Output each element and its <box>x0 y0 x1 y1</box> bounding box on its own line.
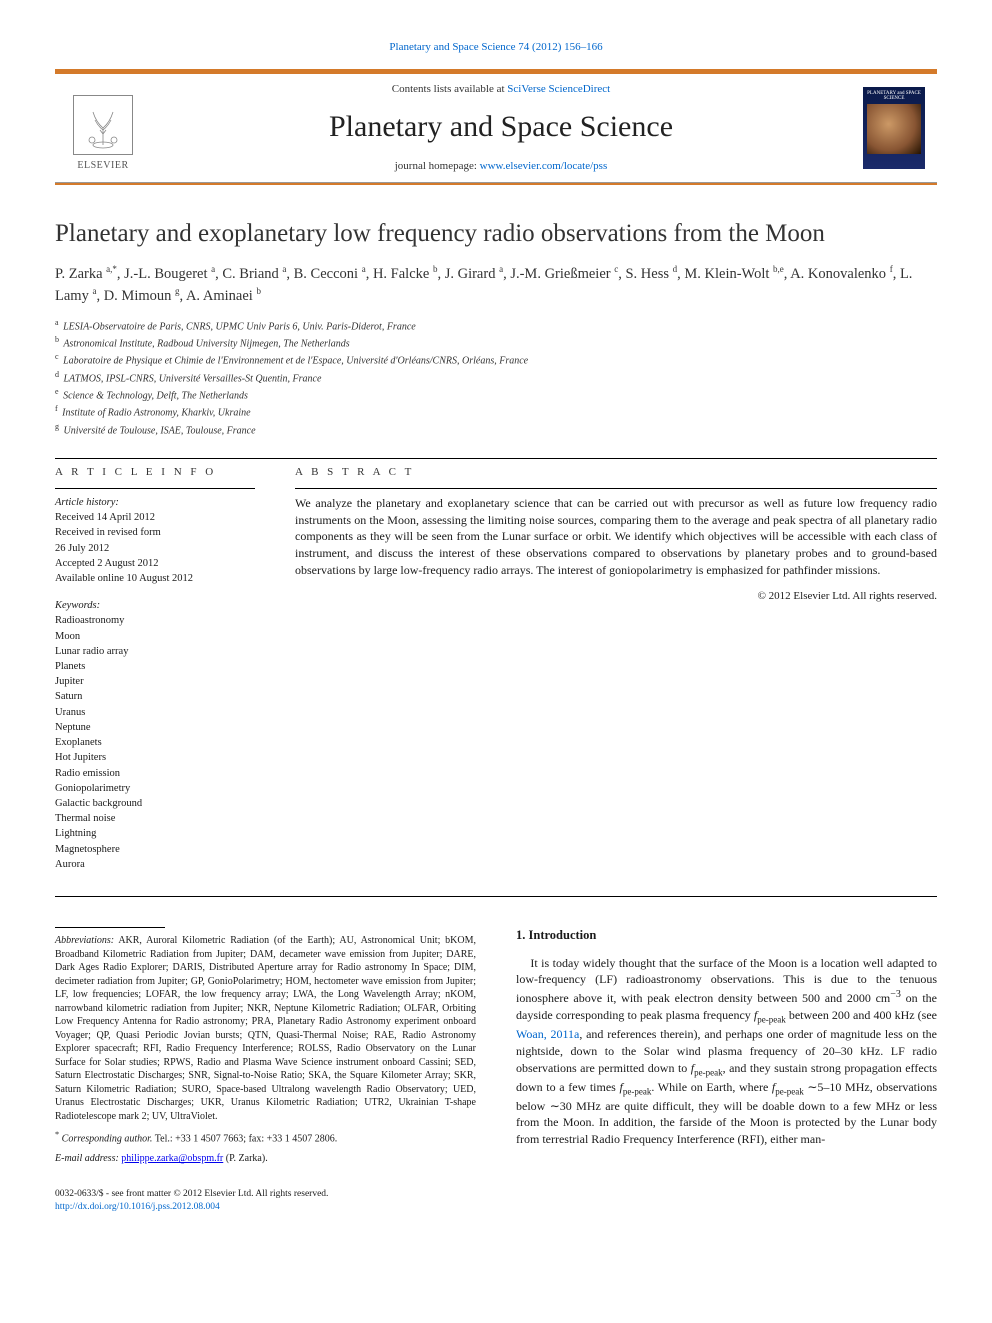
keyword: Magnetosphere <box>55 842 255 857</box>
journal-banner: ELSEVIER Contents lists available at Sci… <box>55 69 937 185</box>
keyword: Lightning <box>55 826 255 841</box>
keywords-label: Keywords: <box>55 598 255 613</box>
footnote-separator <box>55 927 165 928</box>
keyword: Exoplanets <box>55 735 255 750</box>
divider <box>55 458 937 459</box>
elsevier-tree-icon <box>73 95 133 155</box>
keyword: Goniopolarimetry <box>55 781 255 796</box>
affiliations: a LESIA-Observatoire de Paris, CNRS, UPM… <box>55 317 937 438</box>
corr-label: Corresponding author. <box>62 1133 153 1144</box>
corr-contact: Tel.: +33 1 4507 7663; fax: +33 1 4507 2… <box>155 1133 338 1144</box>
journal-name: Planetary and Space Science <box>155 107 847 148</box>
divider <box>295 488 937 489</box>
abstract-text: We analyze the planetary and exoplanetar… <box>295 495 937 579</box>
journal-homepage-line: journal homepage: www.elsevier.com/locat… <box>155 159 847 174</box>
contents-prefix: Contents lists available at <box>392 83 507 95</box>
keyword: Radioastronomy <box>55 613 255 628</box>
divider <box>55 488 255 489</box>
copyright-line: © 2012 Elsevier Ltd. All rights reserved… <box>295 589 937 604</box>
cover-title: PLANETARY and SPACE SCIENCE <box>867 91 921 102</box>
doi-link[interactable]: http://dx.doi.org/10.1016/j.pss.2012.08.… <box>55 1202 220 1212</box>
keyword: Thermal noise <box>55 811 255 826</box>
cover-planet-icon <box>867 104 921 154</box>
history-label: Article history: <box>55 495 255 510</box>
history-revised: Received in revised form <box>55 525 255 540</box>
author-list: P. Zarka a,*, J.-L. Bougeret a, C. Brian… <box>55 263 937 307</box>
keyword: Jupiter <box>55 674 255 689</box>
intro-paragraph: It is today widely thought that the surf… <box>516 955 937 1148</box>
affiliation-row: b Astronomical Institute, Radboud Univer… <box>55 334 937 351</box>
affiliation-row: a LESIA-Observatoire de Paris, CNRS, UPM… <box>55 317 937 334</box>
issn-line: 0032-0633/$ - see front matter © 2012 El… <box>55 1188 476 1200</box>
keywords-list: RadioastronomyMoonLunar radio arrayPlane… <box>55 613 255 872</box>
elsevier-logo: ELSEVIER <box>67 83 139 173</box>
section-1-heading: 1. Introduction <box>516 927 937 945</box>
history-revised-date: 26 July 2012 <box>55 541 255 556</box>
corr-email-link[interactable]: philippe.zarka@obspm.fr <box>121 1153 223 1164</box>
affiliation-row: e Science & Technology, Delft, The Nethe… <box>55 386 937 403</box>
divider <box>55 896 937 897</box>
keyword: Radio emission <box>55 766 255 781</box>
affiliation-row: c Laboratoire de Physique et Chimie de l… <box>55 351 937 368</box>
article-history: Article history: Received 14 April 2012 … <box>55 495 255 872</box>
affiliation-row: d LATMOS, IPSL-CNRS, Université Versaill… <box>55 369 937 386</box>
abbrev-text: AKR, Auroral Kilometric Radiation (of th… <box>55 935 476 1122</box>
email-label: E-mail address: <box>55 1153 119 1164</box>
running-head[interactable]: Planetary and Space Science 74 (2012) 15… <box>55 40 937 55</box>
keyword: Uranus <box>55 705 255 720</box>
history-online: Available online 10 August 2012 <box>55 571 255 586</box>
keyword: Saturn <box>55 689 255 704</box>
history-received: Received 14 April 2012 <box>55 510 255 525</box>
abbreviations-footnote: Abbreviations: AKR, Auroral Kilometric R… <box>55 934 476 1123</box>
journal-homepage-link[interactable]: www.elsevier.com/locate/pss <box>480 160 608 172</box>
keyword: Planets <box>55 659 255 674</box>
journal-cover-thumbnail: PLANETARY and SPACE SCIENCE <box>863 87 925 169</box>
keyword: Hot Jupiters <box>55 750 255 765</box>
email-paren: (P. Zarka). <box>226 1153 268 1164</box>
page-footer: 0032-0633/$ - see front matter © 2012 El… <box>55 1188 476 1213</box>
keyword: Moon <box>55 629 255 644</box>
contents-available-line: Contents lists available at SciVerse Sci… <box>155 82 847 97</box>
article-info-label: A R T I C L E I N F O <box>55 465 255 480</box>
corresponding-email: E-mail address: philippe.zarka@obspm.fr … <box>55 1152 476 1166</box>
affiliation-row: g Université de Toulouse, ISAE, Toulouse… <box>55 421 937 438</box>
keyword: Aurora <box>55 857 255 872</box>
sciencedirect-link[interactable]: SciVerse ScienceDirect <box>507 83 610 95</box>
abbrev-label: Abbreviations: <box>55 935 114 946</box>
keyword: Neptune <box>55 720 255 735</box>
publisher-name: ELSEVIER <box>77 159 128 173</box>
keyword: Galactic background <box>55 796 255 811</box>
affiliation-row: f Institute of Radio Astronomy, Kharkiv,… <box>55 403 937 420</box>
keyword: Lunar radio array <box>55 644 255 659</box>
article-title: Planetary and exoplanetary low frequency… <box>55 219 937 249</box>
corresponding-author: * Corresponding author. Tel.: +33 1 4507… <box>55 1129 476 1146</box>
history-accepted: Accepted 2 August 2012 <box>55 556 255 571</box>
homepage-prefix: journal homepage: <box>395 160 480 172</box>
abstract-label: A B S T R A C T <box>295 465 937 480</box>
